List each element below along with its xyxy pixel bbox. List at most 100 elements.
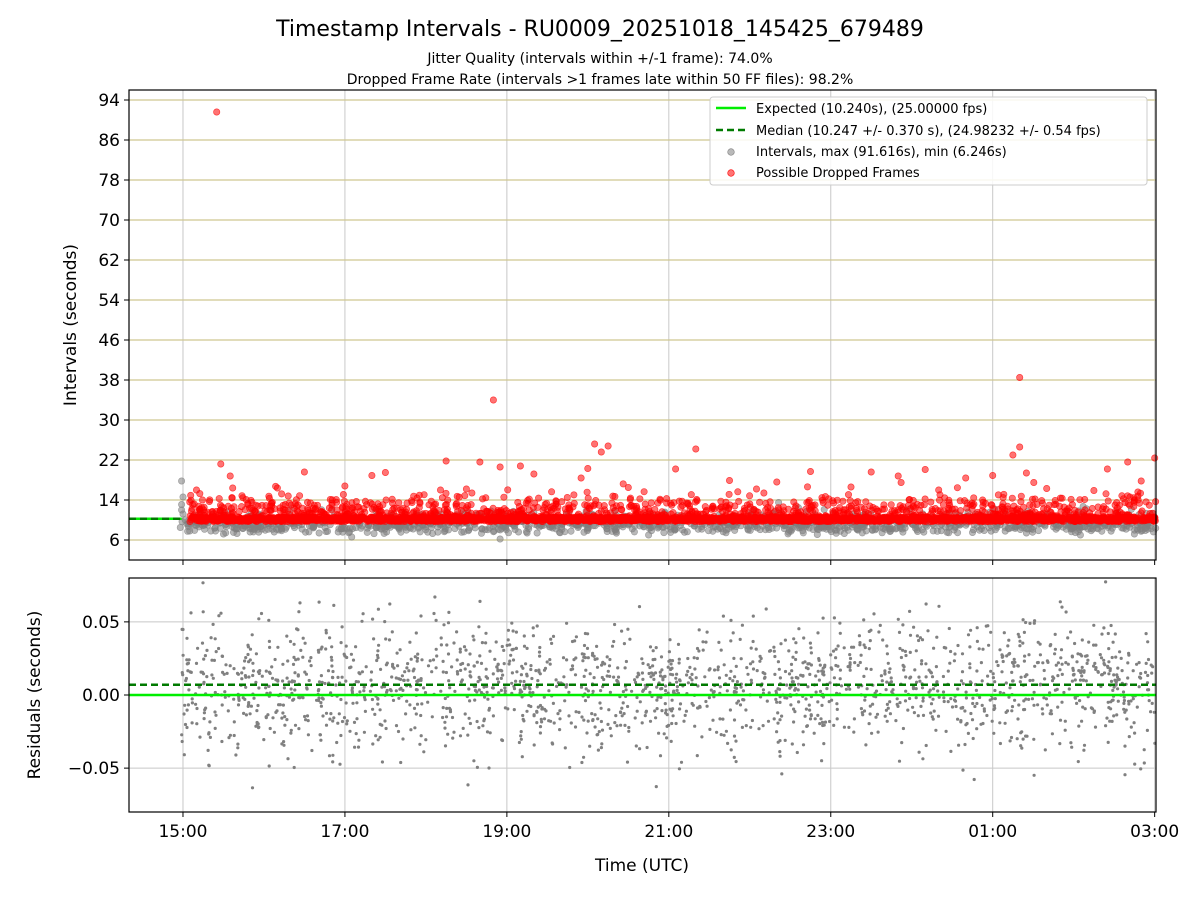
dropped-frame-point <box>187 513 193 519</box>
dropped-frame-point <box>641 489 647 495</box>
intervals-y-tick-label: 6 <box>109 531 120 551</box>
residual-point <box>207 749 210 752</box>
residual-point <box>325 724 328 727</box>
intervals-y-tick-label: 86 <box>98 131 120 151</box>
dropped-frame-point <box>229 509 235 515</box>
residual-point <box>639 700 642 703</box>
interval-point <box>1079 524 1085 530</box>
residual-point <box>509 654 512 657</box>
interval-point <box>466 527 472 533</box>
interval-point <box>428 524 434 530</box>
interval-point <box>406 524 412 530</box>
residual-point <box>848 688 851 691</box>
dropped-frame-point <box>778 510 784 516</box>
dropped-frame-point <box>816 513 822 519</box>
dropped-frame-point <box>845 491 851 497</box>
dropped-frame-point <box>396 500 402 506</box>
dropped-frame-point <box>196 503 202 509</box>
residual-point <box>963 709 966 712</box>
dropped-frame-point <box>340 491 346 497</box>
dropped-frame-point <box>376 514 382 520</box>
interval-point <box>396 525 402 531</box>
dropped-frame-point <box>1101 503 1107 509</box>
dropped-frame-point <box>342 513 348 519</box>
dropped-frame-point <box>663 495 669 501</box>
interval-point <box>180 511 186 517</box>
dropped-frame-point <box>793 503 799 509</box>
dropped-frame-point <box>287 517 293 523</box>
dropped-frame-point <box>692 499 698 505</box>
dropped-frame-point <box>921 502 927 508</box>
residual-point <box>547 719 550 722</box>
residual-point <box>450 665 453 668</box>
interval-point <box>814 531 820 537</box>
dropped-frame-point <box>587 505 593 511</box>
residual-point <box>685 673 688 676</box>
interval-point <box>629 526 635 532</box>
dropped-frame-point <box>830 500 836 506</box>
dropped-frame-point <box>964 505 970 511</box>
dropped-frame-point <box>659 512 665 518</box>
dropped-frame-point <box>1077 497 1083 503</box>
residual-point <box>473 699 476 702</box>
dropped-frame-point <box>1058 509 1064 515</box>
residual-point <box>298 601 301 604</box>
residual-point <box>377 644 380 647</box>
dropped-frame-point <box>1125 459 1131 465</box>
dropped-frame-point <box>326 517 332 523</box>
residual-point <box>613 623 616 626</box>
dropped-frame-point <box>853 500 859 506</box>
intervals-y-tick-label: 14 <box>98 491 120 511</box>
dropped-frame-point <box>825 502 831 508</box>
dropped-frame-point <box>637 496 643 502</box>
dropped-frame-point <box>1152 455 1158 461</box>
residual-point <box>459 648 462 651</box>
dropped-frame-point <box>188 492 194 498</box>
interval-point <box>212 528 218 534</box>
residual-point <box>195 662 198 665</box>
residual-point <box>735 760 738 763</box>
dropped-frame-point <box>679 498 685 504</box>
dropped-frame-point <box>971 495 977 501</box>
residual-point <box>373 713 376 716</box>
dropped-frame-point <box>832 511 838 517</box>
dropped-frame-point <box>389 496 395 502</box>
dropped-frame-point <box>958 515 964 521</box>
legend-expected-label: Expected (10.240s), (25.00000 fps) <box>756 102 987 117</box>
residual-point <box>627 730 630 733</box>
dropped-frame-point <box>238 503 244 509</box>
interval-point <box>725 526 731 532</box>
dropped-frame-point <box>874 508 880 514</box>
dropped-frame-point <box>609 517 615 523</box>
interval-point <box>1077 532 1083 538</box>
dropped-frame-point <box>710 503 716 509</box>
residual-point <box>240 671 243 674</box>
interval-point <box>1105 524 1111 530</box>
interval-point <box>234 530 240 536</box>
dropped-frame-point <box>773 513 779 519</box>
intervals-y-tick-label: 70 <box>98 211 120 231</box>
dropped-frame-point <box>688 491 694 497</box>
dropped-frame-point <box>861 506 867 512</box>
dropped-frame-point <box>443 501 449 507</box>
interval-point <box>497 536 503 542</box>
dropped-frame-point <box>589 514 595 520</box>
dropped-frame-point <box>1150 510 1156 516</box>
dropped-frame-point <box>218 461 224 467</box>
residual-point <box>884 715 887 718</box>
interval-point <box>586 525 592 531</box>
dropped-frame-point <box>555 512 561 518</box>
dropped-frame-point <box>477 510 483 516</box>
residual-point <box>668 638 671 641</box>
intervals-y-tick-label: 30 <box>98 411 120 431</box>
dropped-frame-point <box>417 500 423 506</box>
dropped-frame-point <box>1064 508 1070 514</box>
dropped-frame-point <box>436 515 442 521</box>
residual-point <box>1130 726 1133 729</box>
interval-point <box>718 526 724 532</box>
dropped-frame-point <box>692 508 698 514</box>
dropped-frame-point <box>305 509 311 515</box>
residual-point <box>1060 648 1063 651</box>
dropped-frame-point <box>468 501 474 507</box>
dropped-frame-point <box>990 472 996 478</box>
